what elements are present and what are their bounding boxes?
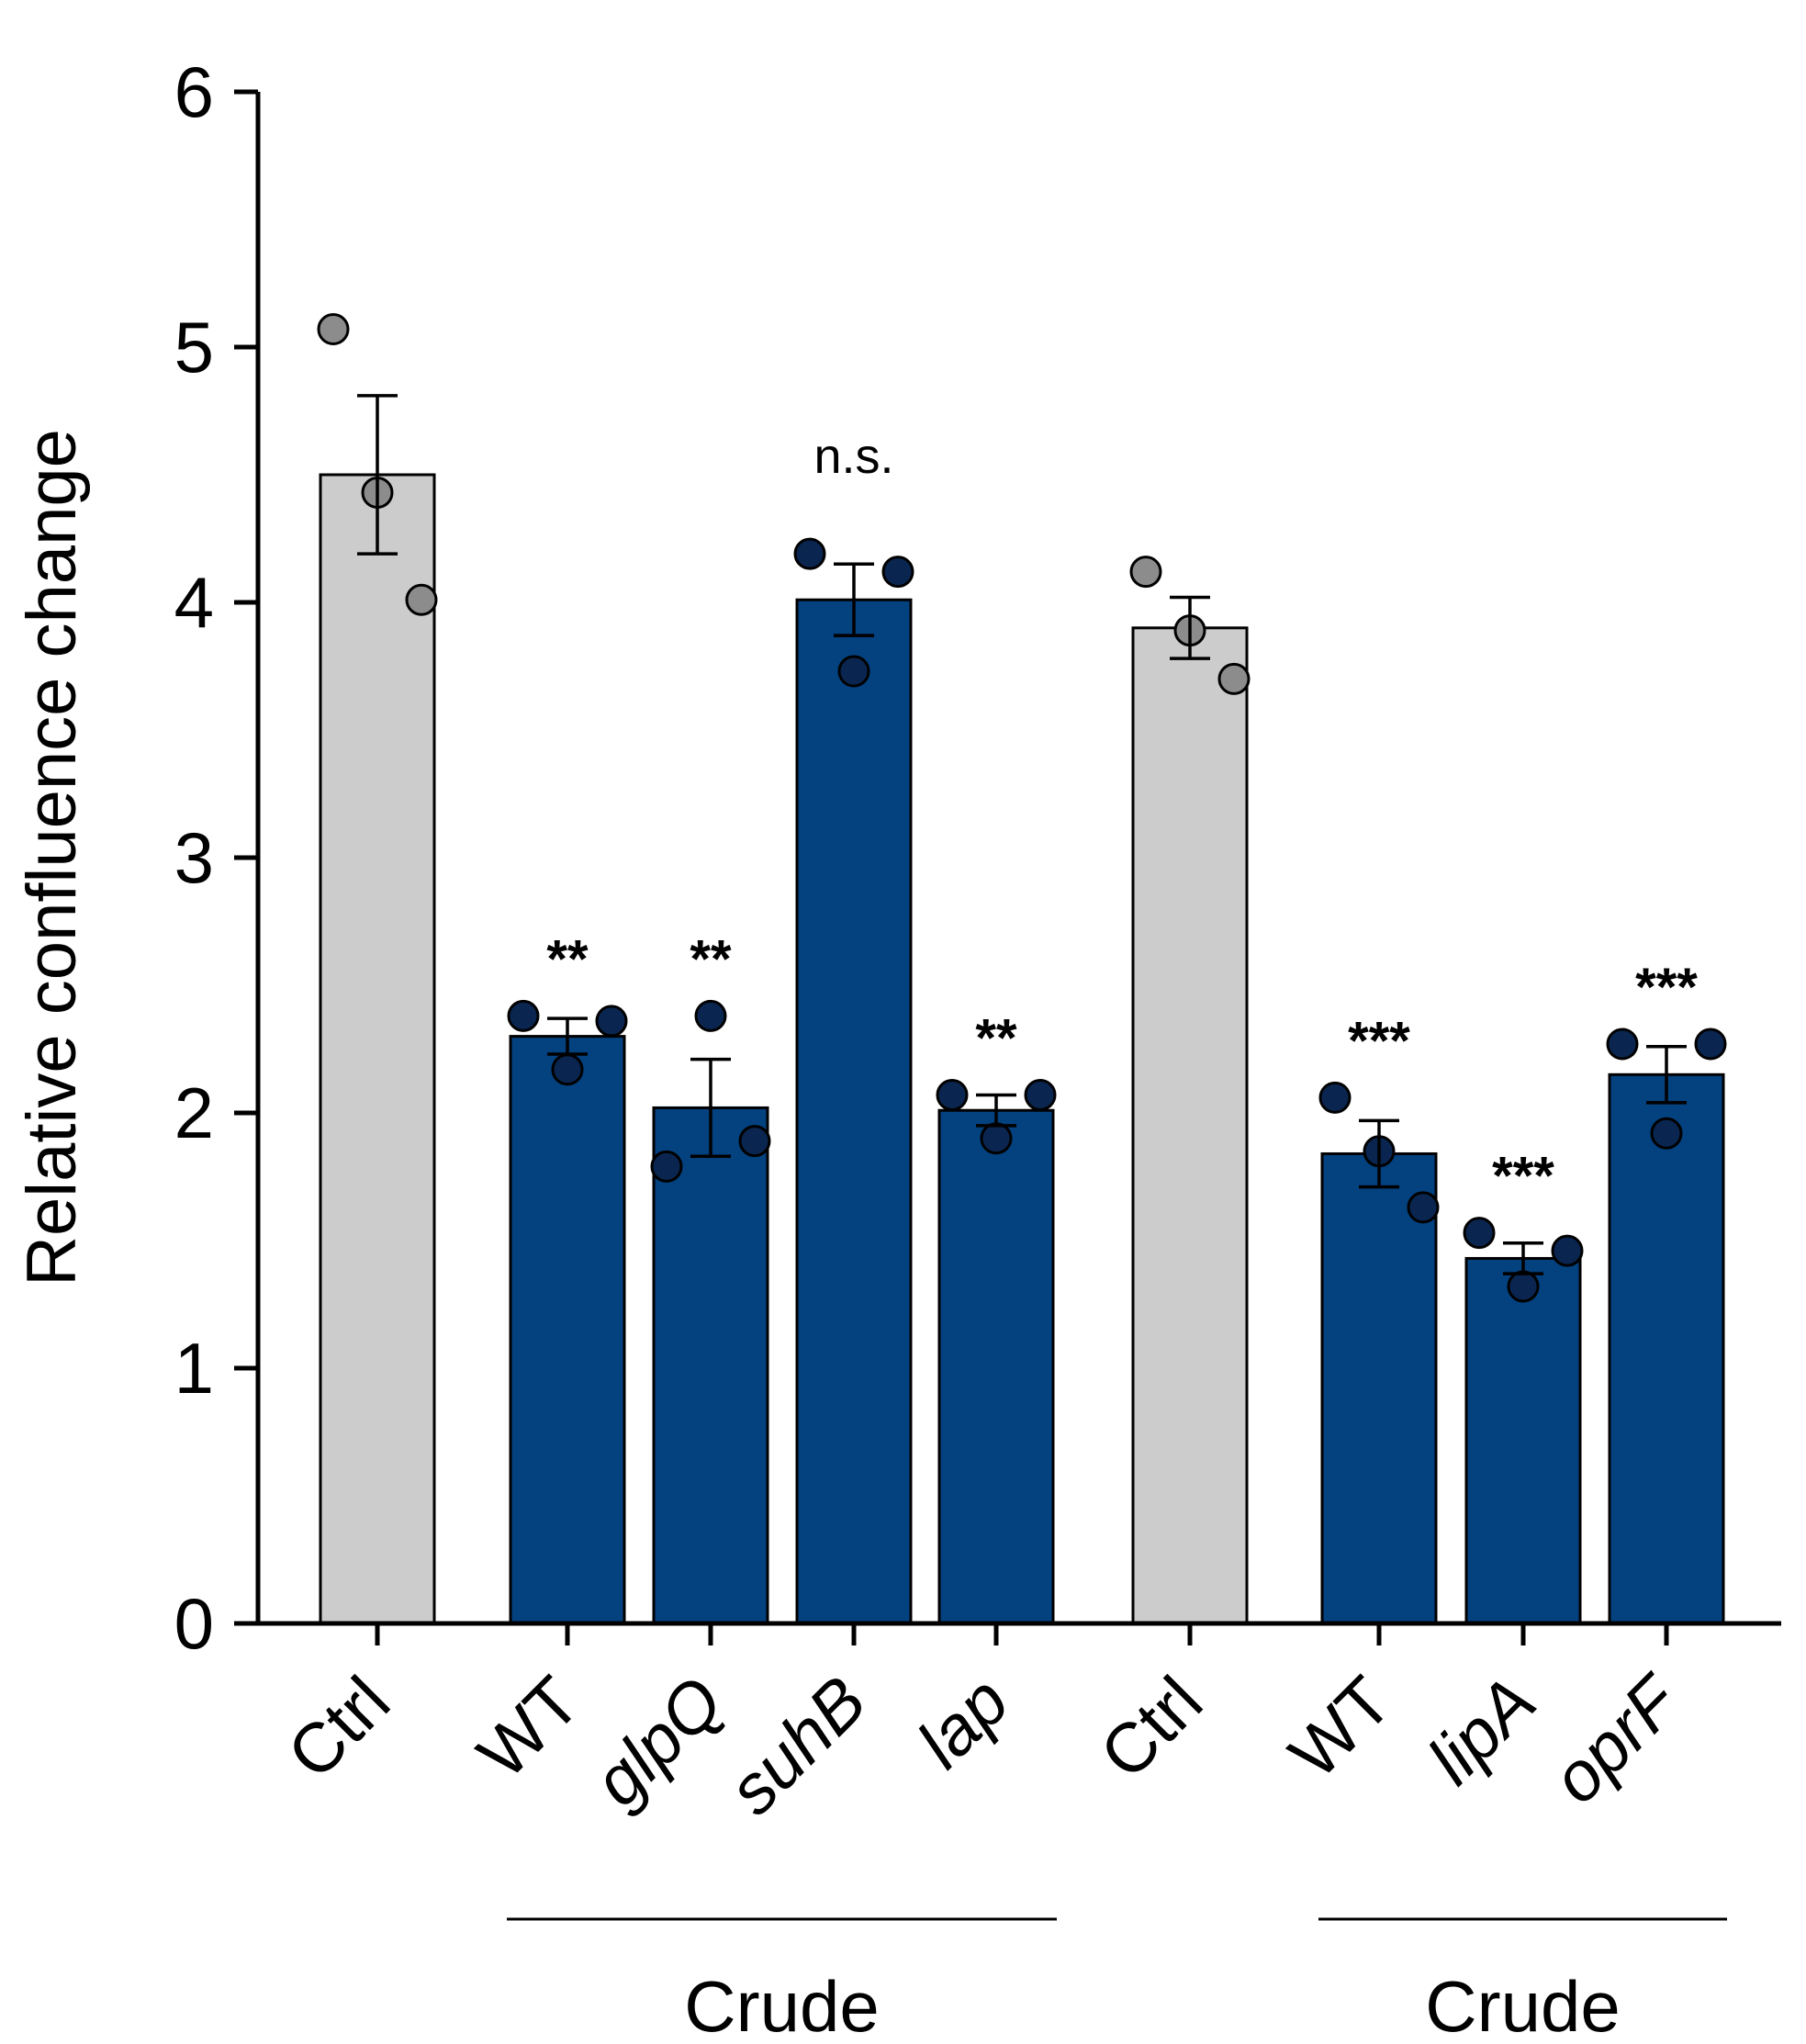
bars [319,473,1725,1625]
group-label-0: Crude [684,1966,879,2044]
y-tick-label-5: 5 [174,307,214,387]
data-point-0-0 [317,313,350,346]
data-point-5-0 [1129,556,1162,589]
x-tick-label-1: WT [463,1662,595,1794]
data-point-2-0 [650,1150,683,1183]
bar-3 [795,598,913,1625]
bar-7 [1464,1256,1582,1625]
y-axis-label: Relative confluence change [13,429,91,1286]
y-tick-label-1: 1 [174,1328,214,1409]
data-point-8-2 [1694,1028,1727,1061]
data-point-6-0 [1318,1081,1352,1114]
y-tick-label-2: 2 [174,1073,214,1153]
bar-5 [1131,626,1249,1625]
error-bar-5 [1170,595,1210,660]
significance-label-3: n.s. [813,429,893,484]
bar-4 [937,1108,1055,1625]
data-point-3-0 [793,537,826,570]
error-bar-0 [357,394,398,556]
data-point-8-1 [1650,1117,1683,1150]
error-bar-1 [547,1016,588,1056]
significance-label-7: *** [1492,1147,1554,1207]
error-bar-4 [976,1093,1016,1128]
data-point-4-0 [936,1079,969,1112]
y-tick-label-6: 6 [174,51,214,132]
significance-label-2: ** [690,929,732,989]
data-point-0-2 [405,583,438,616]
data-point-2-1 [694,999,727,1032]
data-point-4-1 [980,1122,1013,1155]
error-bar-8 [1646,1044,1687,1105]
data-points [317,313,1727,1303]
data-point-6-2 [1407,1191,1440,1224]
error-bar-3 [834,562,874,637]
significance-label-4: ** [975,1009,1017,1069]
y-tick-label-4: 4 [174,562,214,643]
error-bars [357,394,1687,1275]
significance-label-1: ** [546,929,589,989]
x-tick-label-7: lipA [1413,1662,1551,1800]
data-point-3-2 [881,556,914,589]
significance-label-6: *** [1348,1011,1410,1071]
data-point-1-0 [507,999,540,1032]
x-tick-label-3: suhB [713,1662,881,1830]
x-tick-label-0: Ctrl [273,1662,405,1794]
significance-label-8: *** [1635,958,1698,1017]
x-tick-label-2: glpQ [578,1662,738,1822]
bar-6 [1320,1151,1438,1625]
bar-8 [1608,1073,1725,1625]
data-point-1-1 [551,1053,584,1086]
data-point-1-2 [595,1005,628,1038]
data-point-8-0 [1606,1028,1639,1061]
x-tick-label-6: WT [1274,1662,1407,1794]
x-tick-label-5: Ctrl [1085,1662,1217,1794]
data-point-7-2 [1551,1234,1584,1267]
bar-1 [509,1035,626,1625]
data-point-7-0 [1463,1217,1496,1250]
data-point-2-2 [738,1125,771,1158]
x-tick-label-4: lap [903,1662,1024,1783]
data-point-3-1 [837,655,870,688]
data-point-4-2 [1024,1079,1057,1112]
y-tick-label-0: 0 [174,1583,214,1664]
error-bar-6 [1359,1118,1399,1189]
y-tick-label-3: 3 [174,817,214,898]
group-label-1: Crude [1425,1966,1620,2044]
error-bar-7 [1503,1241,1543,1275]
x-tick-label-8: oprF [1537,1659,1696,1818]
data-point-7-1 [1507,1270,1540,1303]
bar-2 [652,1106,769,1625]
data-point-5-2 [1217,662,1251,695]
axes [234,89,1781,1921]
bar-0 [319,473,436,1625]
error-bar-2 [690,1057,731,1159]
